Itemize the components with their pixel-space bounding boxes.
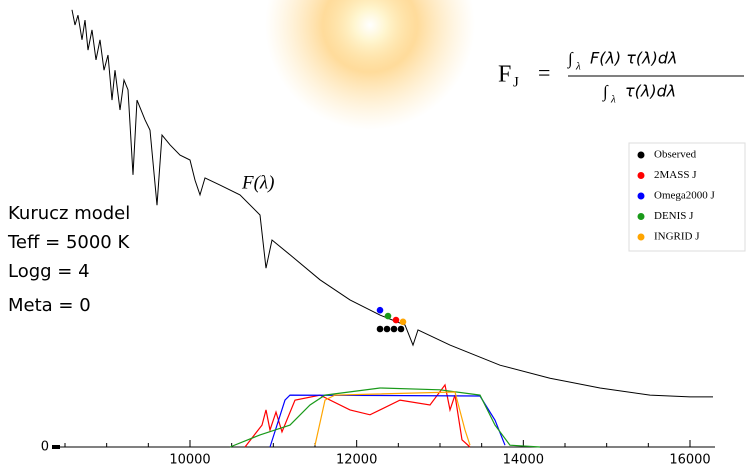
- formula-equals: =: [538, 60, 550, 85]
- transmission-curve: [314, 391, 471, 446]
- data-point: [376, 306, 384, 314]
- legend-marker: [637, 233, 645, 241]
- data-point: [392, 316, 400, 324]
- data-point: [376, 325, 384, 333]
- formula-denominator: τ(λ)dλ: [625, 82, 676, 101]
- formula-symbol: F: [498, 62, 511, 88]
- formula-integral-sub: λ: [610, 94, 616, 106]
- x-tick-label: 12000: [336, 453, 377, 467]
- legend-marker: [637, 192, 645, 200]
- legend-label: Omega2000 J: [654, 190, 716, 202]
- x-tick-label: 10000: [169, 453, 210, 467]
- annotation: Meta = 0: [8, 295, 91, 316]
- x-tick-label: 16000: [669, 453, 710, 467]
- curve-label: F(λ): [241, 172, 275, 193]
- formula: F J = ∫ λ F(λ) τ(λ)dλ ∫ λ τ(λ)dλ: [498, 49, 744, 106]
- transmission-curve: [229, 387, 541, 448]
- annotation: Teff = 5000 K: [7, 232, 130, 253]
- legend-marker: [637, 172, 645, 179]
- spectrum-line: [71, 9, 713, 398]
- legend-label: Observed: [654, 149, 697, 161]
- formula-numerator: F(λ) τ(λ)dλ: [590, 49, 677, 68]
- formula-integral: ∫: [602, 82, 609, 102]
- data-point: [384, 312, 392, 320]
- legend-marker: [637, 151, 645, 159]
- transmission-curve: [244, 383, 471, 448]
- formula-integral-sub: λ: [575, 61, 581, 73]
- data-point: [397, 325, 405, 333]
- sun-illustration: [265, 0, 475, 130]
- formula-integral: ∫: [567, 49, 574, 69]
- data-point: [399, 318, 407, 326]
- legend-label: 2MASS J: [654, 169, 697, 181]
- legend-box: [628, 142, 746, 252]
- transmission-curve: [269, 394, 506, 448]
- legend-label: DENIS J: [654, 210, 694, 222]
- annotation: Kurucz model: [8, 203, 130, 224]
- data-point: [390, 325, 398, 333]
- y-tick-label: 0: [41, 440, 49, 455]
- data-point: [383, 325, 391, 333]
- x-tick-label: 14000: [503, 453, 544, 467]
- formula-subscript: J: [513, 74, 519, 90]
- legend-marker: [637, 213, 645, 220]
- annotation: Logg = 4: [8, 261, 90, 282]
- legend-label: INGRID J: [654, 231, 700, 243]
